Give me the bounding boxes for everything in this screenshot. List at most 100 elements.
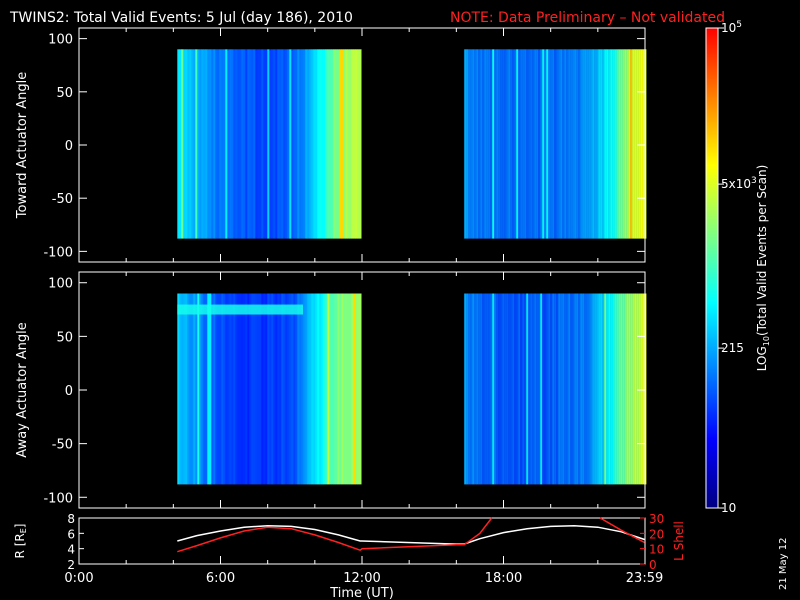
heatmap-cell [548, 293, 551, 485]
heatmap-cell [534, 293, 537, 485]
heatmap-cell [285, 293, 288, 485]
heatmap-cell [271, 293, 274, 485]
heatmap-cell [193, 293, 196, 485]
heatmap-cell [486, 49, 489, 239]
heatmap-cell [309, 293, 312, 485]
heatmap-cell [580, 49, 583, 239]
colorbar-tick-label: 5x103 [721, 176, 757, 191]
heatmap-cell [277, 49, 280, 239]
heatmap-cell [506, 293, 509, 485]
heatmap-cell [612, 49, 615, 239]
heatmap-cell [183, 49, 186, 239]
heatmap-cell [289, 293, 292, 485]
y-tick-label: -100 [43, 491, 73, 506]
heatmap-cell [349, 293, 352, 485]
heatmap-cell [337, 293, 340, 485]
heatmap-cell [343, 293, 346, 485]
heatmap-cell [247, 293, 250, 485]
heatmap-cell [492, 49, 495, 239]
heatmap-cell [516, 293, 519, 485]
heatmap-cell [235, 293, 238, 485]
heatmap-cell [626, 293, 629, 485]
heatmap-cell [642, 293, 645, 485]
heatmap-cell [333, 293, 336, 485]
heatmap-cell [476, 49, 479, 239]
heatmap-cell [315, 49, 318, 239]
heatmap-cell [213, 49, 216, 239]
heatmap-cell [568, 293, 571, 485]
heatmap-cell [488, 49, 491, 239]
heatmap-cell [249, 49, 252, 239]
orbit-left-ticks: 24 68 [67, 512, 84, 572]
orbit-lines [177, 517, 645, 553]
heatmap-cell [524, 49, 527, 239]
heatmap-cell [303, 49, 306, 239]
heatmap-cell [355, 293, 358, 485]
heatmap-cell [323, 49, 326, 239]
heatmap-cell [293, 49, 296, 239]
heatmap-cell [576, 49, 579, 239]
heatmap-cell [622, 293, 625, 485]
heatmap-cell [325, 49, 328, 239]
y-tick-label: -100 [43, 245, 73, 260]
heatmap-cell [335, 293, 338, 485]
heatmap-cell [177, 293, 180, 485]
heatmap-cell [253, 49, 256, 239]
date-stamp: 21 May 12 [778, 538, 789, 590]
heatmap-cell [329, 293, 332, 485]
heatmap-cell [476, 293, 479, 485]
heatmap-cell [237, 49, 240, 239]
heatmap-cell [528, 49, 531, 239]
heatmap-cell [207, 293, 210, 485]
heatmap-cell [243, 293, 246, 485]
heatmap-cell [209, 49, 212, 239]
heatmap-cell [516, 49, 519, 239]
heatmap-cell [612, 293, 615, 485]
heatmap-cell [622, 49, 625, 239]
heatmap-cell [239, 293, 242, 485]
heatmap-cell [536, 49, 539, 239]
y-tick-label: 100 [48, 277, 73, 292]
heatmap-cell [221, 49, 224, 239]
heatmap-cell [271, 49, 274, 239]
y-tick-label: 6 [67, 527, 75, 541]
heatmap-cell [347, 293, 350, 485]
heatmap-cell [277, 293, 280, 485]
heatmap-cell [263, 49, 266, 239]
heatmap-cell [594, 49, 597, 239]
heatmap-cell [520, 293, 523, 485]
heatmap-cell [275, 293, 278, 485]
toward-panel: 100 50 0 -50 -100 Toward Actuator Angle [15, 27, 647, 263]
heatmap-cell [598, 49, 601, 239]
heatmap-cell [321, 49, 324, 239]
heatmap-cell [213, 293, 216, 485]
heatmap-cell [351, 49, 354, 239]
heatmap-cell [281, 293, 284, 485]
heatmap-cell [359, 49, 362, 239]
heatmap-cell [638, 49, 641, 239]
heatmap-cell [291, 293, 294, 485]
heatmap-cell [556, 49, 559, 239]
heatmap-cell [197, 49, 200, 239]
heatmap-cell [283, 293, 286, 485]
heatmap-cell [287, 49, 290, 239]
heatmap-cell [345, 49, 348, 239]
heatmap-cell [269, 293, 272, 485]
heatmap-cell [281, 49, 284, 239]
heatmap-cell [600, 49, 603, 239]
heatmap-cell [596, 293, 599, 485]
heatmap-cell [233, 49, 236, 239]
heatmap-cell [341, 49, 344, 239]
heatmap-cell [466, 293, 469, 485]
heatmap-cell [470, 49, 473, 239]
heatmap-cell [630, 293, 633, 485]
heatmap-cell [522, 293, 525, 485]
heatmap-cell [227, 49, 230, 239]
y-tick-label: 50 [56, 86, 73, 101]
heatmap-cell [558, 49, 561, 239]
heatmap-cell [628, 49, 631, 239]
heatmap-cell [189, 293, 192, 485]
heatmap-cell [488, 293, 491, 485]
heatmap-cell [514, 49, 517, 239]
